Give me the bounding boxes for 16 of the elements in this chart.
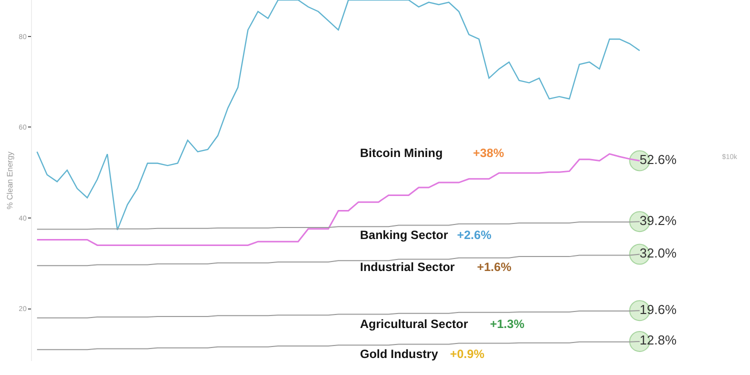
series-label: Bitcoin Mining bbox=[360, 146, 443, 160]
series-label: Banking Sector bbox=[360, 228, 448, 242]
data-label: 32.0% bbox=[640, 246, 677, 261]
data-label: 12.8% bbox=[640, 332, 677, 348]
series-label: Agricultural Sector bbox=[360, 317, 468, 331]
data-label: 19.6% bbox=[640, 302, 677, 317]
series-label: Gold Industry bbox=[360, 347, 438, 361]
series-label: Industrial Sector bbox=[360, 260, 456, 274]
data-label: 52.6% bbox=[640, 152, 677, 167]
annotation: +1.3% bbox=[490, 317, 525, 331]
annotation: +0.9% bbox=[450, 347, 485, 361]
annotation: +2.6% bbox=[457, 228, 492, 242]
y-axis-title: % Clean Energy bbox=[6, 152, 15, 210]
data-label: 39.2% bbox=[640, 212, 677, 228]
annotation: +1.6% bbox=[477, 260, 512, 274]
annotation: +38% bbox=[473, 146, 504, 160]
